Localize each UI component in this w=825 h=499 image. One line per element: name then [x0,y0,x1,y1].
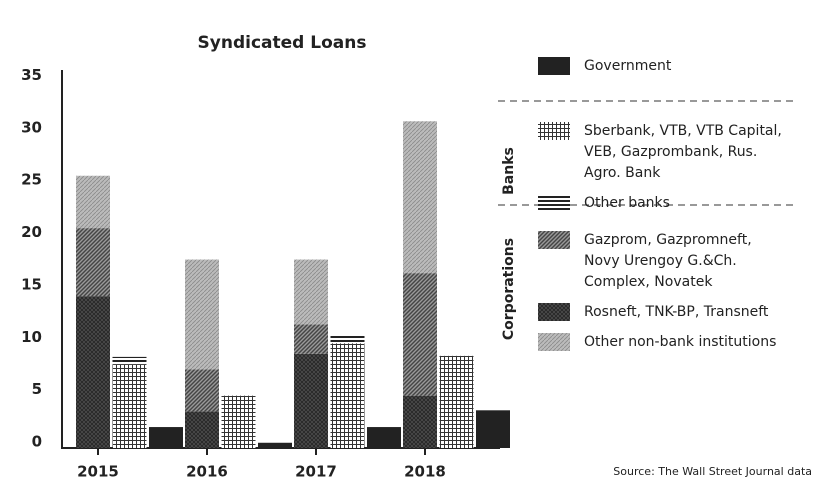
legend-label: Government [584,58,672,74]
legend-swatch [538,231,570,249]
legend-swatch [538,333,570,351]
bar-segment [294,353,328,448]
x-tick-label: 2015 [77,463,119,481]
bar-segment [258,442,292,448]
y-tick-label: 30 [21,118,42,136]
bar-segment [76,228,110,297]
x-tick-label: 2017 [295,463,337,481]
bar-segment [185,369,219,412]
bar-segment [294,324,328,354]
bar-segment [221,395,256,448]
bar-segment [403,121,437,274]
chart-title: Syndicated Loans [198,33,367,53]
bar-segment [185,259,219,370]
bar-segment [476,410,510,448]
bar-segment [76,175,110,229]
bar-segment [149,427,183,448]
legend-swatch [538,194,570,212]
bar-segment [185,411,219,448]
legend-label: Rosneft, TNK-BP, Transneft [584,304,769,320]
bar-segment [76,296,110,448]
bar-segment [112,364,147,448]
bar-segment [294,259,328,325]
bar-segment [330,343,365,448]
legend-label: Sberbank, VTB, VTB Capital, VEB, Gazprom… [584,123,782,181]
legend-swatch [538,57,570,75]
y-tick-label: 35 [21,66,42,84]
legend-label: Gazprom, Gazpromneft, Novy Urengoy G.&Ch… [584,232,752,290]
bar-segment [439,355,474,448]
bar-segment [112,356,147,365]
y-tick-label: 15 [21,275,42,293]
bar-segment [330,335,365,344]
x-tick-label: 2016 [186,463,228,481]
y-tick-label: 0 [32,433,42,451]
legend-swatch [538,122,570,140]
source: Source: The Wall Street Journal data [613,465,812,478]
legend-group-label: Corporations [501,237,518,341]
y-tick-label: 25 [21,171,42,189]
legend-group-label: Banks [500,147,517,195]
bar-segment [367,427,401,448]
y-tick-label: 10 [21,328,42,346]
bar-segment [403,395,437,448]
bar-segment [403,273,437,396]
legend-label: Other banks [584,195,670,211]
y-tick-label: 5 [32,380,42,398]
legend-swatch [538,303,570,321]
x-tick-label: 2018 [404,463,446,481]
legend-label: Other non-bank institutions [584,334,777,350]
y-tick-label: 20 [21,223,42,241]
